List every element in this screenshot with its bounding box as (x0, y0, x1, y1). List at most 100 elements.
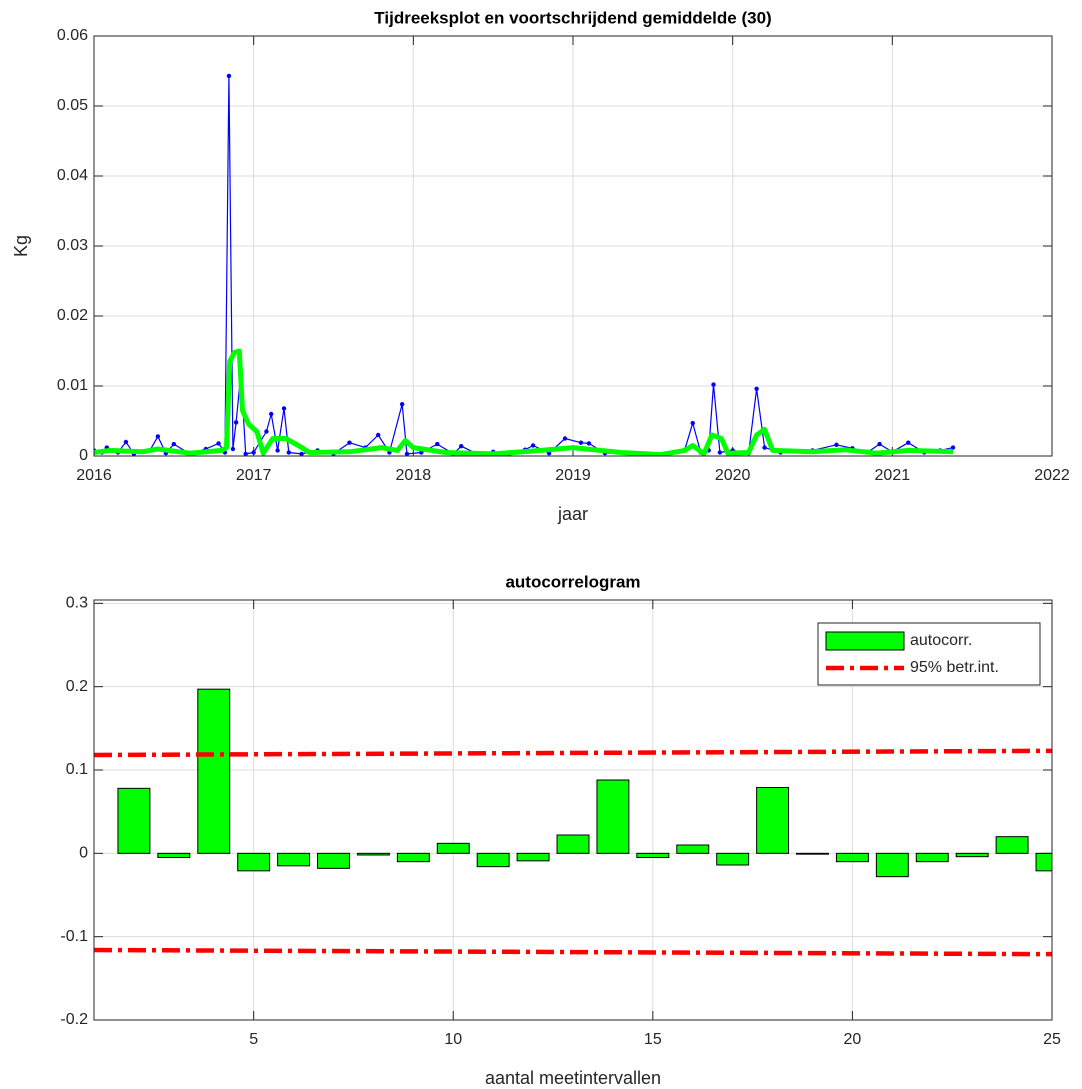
x-tick-label: 2021 (875, 467, 911, 484)
bar (875, 852, 909, 878)
point (459, 444, 464, 449)
bar (277, 852, 311, 867)
axes-box (93, 599, 1053, 1021)
point (269, 411, 274, 417)
bar (317, 852, 350, 869)
point (155, 434, 161, 439)
bar (157, 852, 191, 858)
x-axis-label: aantal meetintervallen (485, 1068, 661, 1088)
point (578, 440, 584, 445)
x-tick-label: 25 (1043, 1031, 1061, 1048)
y-tick-label: -0.1 (60, 928, 88, 945)
point (950, 445, 956, 450)
bar (117, 787, 151, 854)
plot-content (94, 73, 956, 456)
bar (396, 852, 430, 863)
point (226, 73, 232, 79)
bar (955, 852, 989, 858)
point (299, 451, 304, 456)
point (717, 450, 723, 455)
x-tick-label: 5 (249, 1031, 258, 1048)
point (275, 448, 280, 453)
point (347, 440, 352, 445)
y-tick-label: 0.02 (57, 307, 88, 324)
y-tick-label: 0.2 (66, 678, 88, 695)
x-tick-label: 2020 (715, 467, 751, 484)
line (94, 748, 1052, 758)
bar (237, 852, 271, 872)
bar (356, 852, 390, 856)
y-tick-label: 0.1 (66, 761, 88, 778)
legend-label: autocorr. (910, 632, 972, 649)
bar (796, 852, 829, 855)
point (562, 436, 568, 441)
x-tick-label: 10 (444, 1031, 462, 1048)
point (230, 446, 236, 452)
x-tick-label: 2016 (76, 467, 112, 484)
bar (995, 836, 1029, 854)
bar (716, 852, 750, 866)
y-tick-label: 0.01 (57, 377, 88, 394)
x-tick-label: 2019 (555, 467, 591, 484)
y-tick-label: 0 (79, 845, 88, 862)
y-tick-label: 0.05 (57, 97, 88, 114)
y-tick-label: 0.04 (57, 167, 88, 184)
axes-box (93, 35, 1053, 457)
axes: -0.2 -0.1 0 0.1 0.2 0.3 5 10 15 20 25 autocorrelogr… (60, 572, 1061, 1088)
y-tick-label: 0.3 (66, 595, 88, 612)
point (123, 439, 129, 445)
point (286, 450, 291, 455)
point (264, 429, 269, 434)
point (404, 451, 410, 456)
chart-title: autocorrelogram (505, 572, 640, 591)
point (762, 445, 767, 450)
point (251, 450, 256, 455)
point (877, 441, 882, 447)
point (586, 441, 592, 446)
y-tick-label: 0.03 (57, 237, 88, 254)
point (530, 443, 536, 448)
y-tick-label: 0.06 (57, 27, 88, 44)
point (690, 420, 695, 426)
x-tick-label: 2017 (236, 467, 272, 484)
point (281, 406, 287, 411)
plot-content (94, 688, 1052, 957)
x-axis-label: jaar (557, 504, 588, 524)
legend-label: 95% betr.int. (910, 659, 999, 676)
legend-swatch (825, 631, 905, 651)
bar (835, 852, 869, 863)
point (906, 440, 911, 445)
line (94, 947, 1052, 957)
point (243, 451, 248, 456)
bar (197, 688, 231, 854)
point (376, 432, 381, 438)
point (834, 442, 839, 447)
point (171, 441, 177, 447)
y-tick-label: -0.2 (60, 1011, 88, 1028)
legend: autocorr. 95% betr.int. (817, 622, 1041, 686)
x-tick-label: 15 (644, 1031, 662, 1048)
point (711, 382, 716, 387)
bar (556, 834, 590, 854)
point (754, 386, 759, 391)
bar (636, 852, 670, 858)
bar (516, 852, 550, 862)
bar (476, 852, 510, 868)
bar (596, 779, 630, 854)
x-tick-label: 2018 (396, 467, 432, 484)
point (233, 420, 239, 425)
x-tick-label: 2022 (1034, 467, 1070, 484)
chart-title: Tijdreeksplot en voortschrijdend gemidde… (374, 8, 771, 27)
axes: 0 0.01 0.02 0.03 0.04 0.05 0.06 2016 2017 2018 201… (11, 8, 1070, 523)
x-tick-label: 20 (844, 1031, 862, 1048)
bar (756, 787, 790, 854)
point (435, 441, 440, 447)
point (216, 441, 221, 446)
bar (676, 844, 710, 854)
y-axis-label: Kg (11, 235, 31, 257)
line (94, 348, 954, 456)
point (399, 402, 405, 407)
y-tick-label: 0 (79, 447, 88, 464)
